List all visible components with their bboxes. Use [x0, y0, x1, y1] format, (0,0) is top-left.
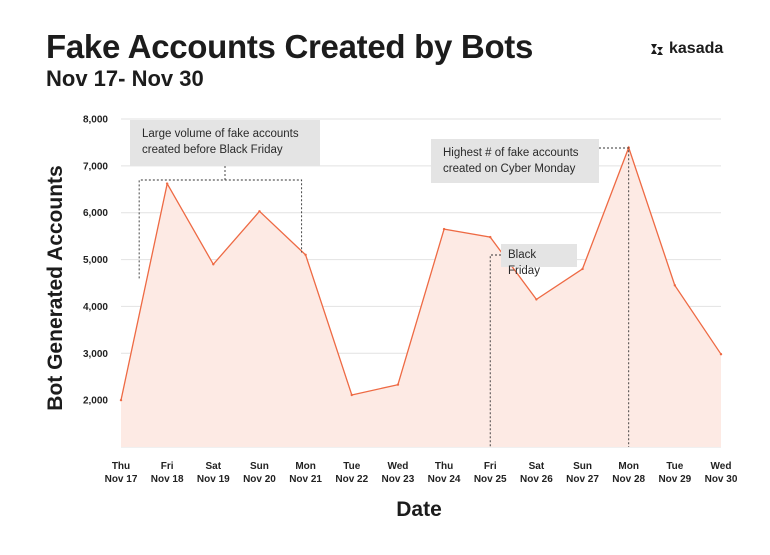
y-tick-label: 6,000	[83, 208, 108, 219]
x-tick-date: Nov 27	[566, 474, 599, 485]
x-tick-day: Mon	[618, 461, 639, 472]
data-point	[719, 353, 723, 356]
data-point	[673, 284, 677, 287]
x-axis-label: Date	[396, 498, 442, 521]
data-point	[258, 210, 261, 213]
x-tick-date: Nov 23	[382, 474, 415, 485]
y-tick-label: 3,000	[83, 349, 108, 360]
x-tick-labels: Thu Nov 17 Fri Nov 18 Sat Nov 19 Sun Nov 20 Mon N…	[105, 461, 738, 485]
x-tick-day: Sat	[529, 461, 545, 472]
y-tick-label: 8,000	[83, 115, 108, 126]
x-tick-date: Nov 22	[335, 474, 368, 485]
y-tick-label: 7,000	[83, 161, 108, 172]
x-tick-day: Thu	[435, 461, 453, 472]
annotation-bracket: Large volume of fake accounts created be…	[130, 120, 320, 166]
data-point	[396, 383, 400, 386]
x-tick-day: Thu	[112, 461, 130, 472]
data-point	[442, 227, 446, 231]
y-tick-label: 2,000	[83, 396, 108, 407]
x-tick-date: Nov 17	[105, 474, 138, 485]
chart-title: Fake Accounts Created by Bots	[46, 28, 534, 65]
x-tick-day: Mon	[295, 461, 316, 472]
x-tick-day: Tue	[666, 461, 683, 472]
x-tick-day: Wed	[711, 461, 732, 472]
y-tick-label: 4,000	[83, 302, 108, 313]
data-point	[212, 263, 215, 266]
y-tick-label: 5,000	[83, 255, 108, 266]
x-tick-day: Fri	[484, 461, 497, 472]
x-tick-day: Fri	[161, 461, 174, 472]
x-tick-date: Nov 29	[658, 474, 691, 485]
y-tick-labels: 2,000 3,000 4,000 5,000 6,000 7,000 8,000	[83, 115, 108, 407]
x-tick-date: Nov 20	[243, 474, 276, 485]
annotation-lines	[138, 147, 630, 447]
x-tick-date: Nov 21	[289, 474, 322, 485]
x-tick-day: Sat	[206, 461, 222, 472]
x-tick-date: Nov 24	[428, 474, 461, 485]
x-tick-day: Sun	[573, 461, 592, 472]
data-point	[489, 235, 492, 239]
x-tick-date: Nov 26	[520, 474, 553, 485]
logo-text: kasada	[669, 40, 724, 57]
data-point	[535, 298, 538, 301]
x-tick-day: Tue	[343, 461, 360, 472]
x-tick-date: Nov 28	[612, 474, 645, 485]
x-tick-day: Wed	[387, 461, 408, 472]
data-point	[165, 182, 169, 185]
area-fill	[121, 147, 721, 447]
x-tick-day: Sun	[250, 461, 269, 472]
data-point	[304, 253, 307, 257]
kasada-logo: kasada	[650, 40, 723, 58]
x-tick-date: Nov 25	[474, 474, 507, 485]
kasada-logo-icon	[651, 44, 663, 55]
annotation-peak: Highest # of fake accounts created on Cy…	[431, 139, 599, 183]
annotation-black-friday: Black Friday	[501, 244, 577, 277]
data-point	[581, 267, 584, 271]
peak-leader	[599, 147, 630, 447]
x-tick-date: Nov 18	[151, 474, 184, 485]
data-point	[119, 398, 123, 402]
data-points	[119, 146, 723, 402]
data-point	[350, 393, 353, 397]
chart-subtitle: Nov 17- Nov 30	[46, 66, 204, 91]
x-tick-date: Nov 19	[197, 474, 230, 485]
series-line	[120, 145, 722, 401]
x-tick-date: Nov 30	[705, 474, 738, 485]
bracket-line	[138, 179, 303, 279]
